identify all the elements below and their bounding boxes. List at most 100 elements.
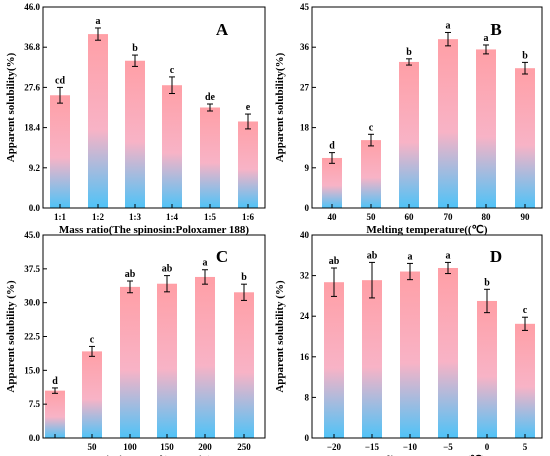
panel-a-significance-label: a bbox=[96, 16, 101, 27]
panel-d-y-tick-label: 16 bbox=[300, 352, 310, 362]
panel-c-bar bbox=[157, 283, 177, 438]
panel-a-bar bbox=[200, 107, 220, 208]
panel-c-significance-label: b bbox=[241, 272, 247, 283]
panel-c-bar bbox=[120, 286, 140, 438]
panel-d-y-axis-label: Apparent solubility (%) bbox=[274, 280, 286, 393]
panel-c-y-tick-label: 30.0 bbox=[24, 298, 40, 308]
panel-d-y-tick-label: 0 bbox=[305, 433, 310, 443]
panel-c-y-tick-label: 0.0 bbox=[29, 433, 41, 443]
panel-b-significance-label: b bbox=[522, 50, 528, 61]
panel-c-y-tick-label: 15.0 bbox=[24, 365, 40, 375]
panel-d-significance-label: b bbox=[484, 277, 490, 288]
panel-b-letter: B bbox=[490, 20, 501, 39]
panel-d-x-tick-label: 0 bbox=[485, 442, 490, 452]
panel-d-significance-label: a bbox=[446, 250, 451, 261]
panel-d-significance-label: ab bbox=[329, 256, 340, 267]
panel-d-significance-label: a bbox=[408, 251, 413, 262]
panel-b-bar bbox=[322, 157, 342, 208]
panel-c-x-tick-label: 100 bbox=[123, 442, 137, 452]
panel-a-bar bbox=[238, 121, 258, 208]
panel-c-x-tick-label: 150 bbox=[160, 442, 174, 452]
panel-b-y-tick-label: 0 bbox=[305, 203, 310, 213]
panel-d-x-axis-label: Cooling temperature(℃) bbox=[368, 454, 486, 456]
panel-d-letter: D bbox=[490, 247, 502, 266]
panel-a-x-tick-label: 1:6 bbox=[242, 212, 254, 222]
panel-b-y-tick-label: 9 bbox=[305, 163, 310, 173]
panel-d-x-tick-label: 5 bbox=[523, 442, 528, 452]
panel-c-bar bbox=[234, 292, 254, 438]
panel-c-y-axis-label: Apparent solubility (%) bbox=[5, 280, 17, 393]
panel-b-y-tick-label: 18 bbox=[300, 123, 310, 133]
panel-b-bar bbox=[515, 68, 535, 209]
panel-b-x-tick-label: 40 bbox=[328, 212, 338, 222]
panel-a-x-tick-label: 1:5 bbox=[204, 212, 216, 222]
panel-c-frame bbox=[42, 234, 266, 439]
panel-c-x-tick-label: 250 bbox=[237, 442, 251, 452]
panel-d-bar bbox=[400, 271, 420, 438]
panel-a-y-tick-label: 0.0 bbox=[29, 203, 41, 213]
panel-c-significance-label: ab bbox=[162, 264, 173, 275]
panel-a-significance-label: b bbox=[132, 43, 138, 54]
panel-a-y-tick-label: 18.4 bbox=[24, 123, 40, 133]
panel-c-x-axis-label: Stirring speed(rpm/min) bbox=[96, 454, 212, 456]
panel-d-x-tick-label: −10 bbox=[403, 442, 418, 452]
panel-a-bar bbox=[88, 34, 108, 208]
panel-a-y-tick-label: 36.8 bbox=[24, 42, 40, 52]
panel-b-x-tick-label: 90 bbox=[521, 212, 531, 222]
panel-b-x-tick-label: 50 bbox=[367, 212, 377, 222]
panel-a-x-tick-label: 1:2 bbox=[92, 212, 104, 222]
panel-d-y-tick-label: 24 bbox=[300, 311, 310, 321]
panel-b-significance-label: c bbox=[369, 122, 374, 133]
panel-a-y-tick-label: 46.0 bbox=[24, 2, 40, 12]
panel-c-significance-label: ab bbox=[125, 269, 136, 280]
panel-a-letter: A bbox=[216, 20, 229, 39]
panel-a-y-tick-label: 27.6 bbox=[24, 82, 40, 92]
panel-b-significance-label: b bbox=[406, 47, 412, 58]
panel-a-significance-label: c bbox=[170, 65, 175, 76]
panel-a-x-tick-label: 1:4 bbox=[166, 212, 178, 222]
panel-b-y-tick-label: 45 bbox=[300, 2, 310, 12]
panel-b-significance-label: a bbox=[446, 20, 451, 31]
panel-a-y-tick-label: 9.2 bbox=[29, 163, 41, 173]
panel-c-letter: C bbox=[216, 247, 228, 266]
panel-b-bar bbox=[438, 39, 458, 208]
panel-b-significance-label: a bbox=[484, 33, 489, 44]
panel-c-significance-label: d bbox=[52, 376, 58, 387]
panel-b-x-tick-label: 70 bbox=[444, 212, 454, 222]
panel-b-y-axis-label: Apparent solubility(%) bbox=[274, 52, 286, 162]
panel-b-x-axis-label: Melting temperature((℃) bbox=[366, 224, 488, 236]
panel-a-bar bbox=[162, 85, 182, 208]
panel-d-significance-label: ab bbox=[367, 250, 378, 261]
panel-d-frame bbox=[311, 234, 543, 439]
panel-a-x-tick-label: 1:1 bbox=[54, 212, 66, 222]
panel-d-y-tick-label: 40 bbox=[300, 230, 310, 240]
panel-a-significance-label: e bbox=[246, 102, 251, 113]
panel-d-significance-label: c bbox=[523, 305, 528, 316]
panel-b-frame bbox=[311, 6, 543, 209]
panel-b-bar bbox=[361, 140, 381, 208]
panel-c-y-tick-label: 22.5 bbox=[24, 332, 40, 342]
panel-d-bar bbox=[477, 300, 497, 438]
panel-b-x-tick-label: 60 bbox=[405, 212, 415, 222]
panel-a-x-axis-label: Mass ratio(The spinosin:Poloxamer 188) bbox=[59, 224, 249, 236]
panel-d-x-tick-label: −20 bbox=[327, 442, 342, 452]
panel-d-bar bbox=[438, 267, 458, 438]
panel-b-x-tick-label: 80 bbox=[482, 212, 492, 222]
panel-c-x-tick-label: 50 bbox=[88, 442, 98, 452]
panel-b-y-tick-label: 27 bbox=[300, 82, 310, 92]
panel-b-y-tick-label: 36 bbox=[300, 42, 310, 52]
panel-d-y-tick-label: 8 bbox=[305, 392, 310, 402]
panel-d-x-tick-label: −5 bbox=[443, 442, 453, 452]
panel-c-bar bbox=[82, 351, 102, 438]
panel-d-bar bbox=[324, 282, 344, 438]
panel-a-y-axis-label: Apparent solubility(%) bbox=[5, 52, 17, 162]
panel-a-frame bbox=[42, 6, 266, 209]
panel-a-bar bbox=[125, 60, 145, 208]
panel-c-bar bbox=[195, 276, 215, 438]
panel-c-significance-label: c bbox=[90, 334, 95, 345]
panel-c-significance-label: a bbox=[203, 258, 208, 269]
panel-c-x-tick-label: 200 bbox=[198, 442, 212, 452]
panel-c-y-tick-label: 45.0 bbox=[24, 230, 40, 240]
panel-d-x-tick-label: −15 bbox=[365, 442, 380, 452]
